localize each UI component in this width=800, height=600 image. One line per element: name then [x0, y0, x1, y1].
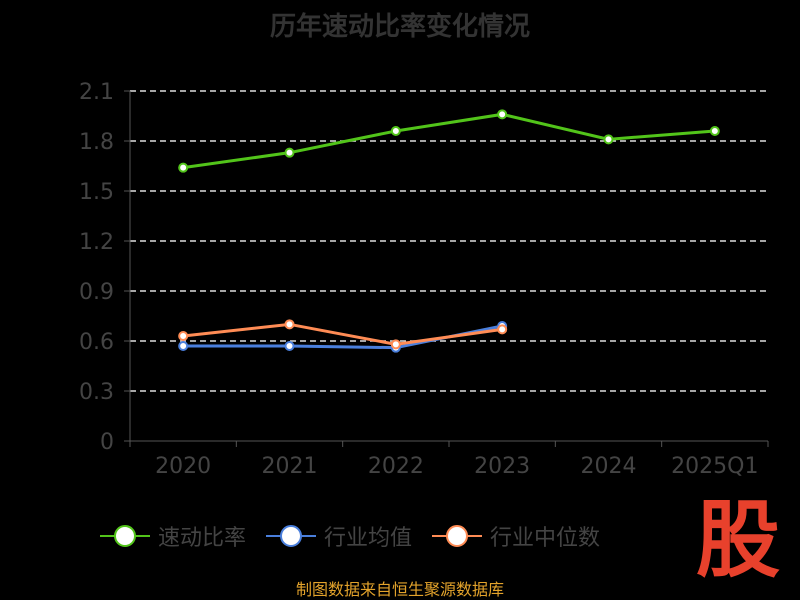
y-tick-label: 1.5 [79, 180, 114, 205]
y-tick-label: 1.2 [79, 230, 114, 255]
x-tick-label: 2025Q1 [671, 454, 758, 479]
brand-logo: 股 [695, 491, 780, 589]
data-point [284, 341, 295, 351]
x-tick-label: 2020 [155, 454, 211, 479]
data-point [390, 126, 401, 136]
legend-marker-icon [99, 525, 150, 547]
y-tick-label: 0.6 [79, 330, 114, 355]
data-point [284, 319, 295, 330]
legend-item[interactable]: 速动比率 [99, 520, 246, 552]
legend-label: 行业均值 [323, 526, 412, 551]
x-tick-label: 2024 [581, 454, 637, 479]
data-point [497, 109, 508, 120]
legend-item[interactable]: 行业中位数 [432, 520, 600, 552]
y-tick-label: 2.1 [79, 80, 114, 105]
data-point [284, 147, 295, 158]
legend-item[interactable]: 行业均值 [265, 520, 412, 552]
x-tick-label: 2021 [262, 454, 318, 479]
legend-label: 行业中位数 [490, 526, 601, 551]
data-point [603, 134, 614, 145]
data-point [497, 324, 508, 335]
y-tick-label: 0 [100, 430, 114, 455]
y-tick-label: 1.8 [79, 130, 114, 155]
series-line-0 [182, 112, 715, 170]
data-point [178, 331, 189, 341]
legend-marker-icon [265, 525, 316, 547]
y-tick-label: 0.3 [79, 380, 114, 405]
chart-title: 历年速动比率变化情况 [269, 12, 530, 42]
y-tick-label: 0.9 [79, 280, 114, 305]
data-point [709, 126, 720, 136]
data-point [178, 162, 189, 173]
legend: 速动比率 行业均值 行业中位数 [0, 520, 700, 552]
legend-marker-icon [432, 525, 482, 547]
x-tick-label: 2023 [474, 454, 530, 479]
data-point [178, 341, 189, 351]
data-point [390, 339, 401, 350]
legend-label: 速动比率 [157, 526, 246, 551]
series-line-2 [183, 322, 503, 346]
source-note: 制图数据来自恒生聚源数据库 [295, 580, 504, 599]
x-tick-label: 2022 [368, 454, 424, 479]
